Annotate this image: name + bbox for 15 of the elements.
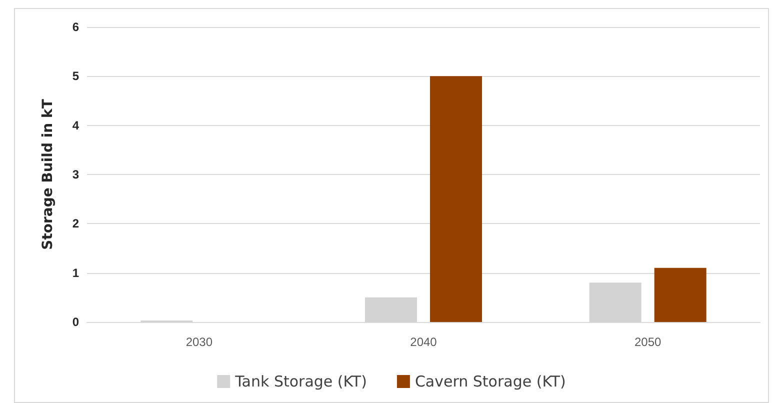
y-tick-label: 6 xyxy=(72,20,80,34)
x-tick-label: 2040 xyxy=(410,335,438,349)
x-tick-label: 2050 xyxy=(634,335,662,349)
bar xyxy=(654,268,706,322)
y-tick-label: 1 xyxy=(72,266,80,280)
y-tick-label: 3 xyxy=(72,168,80,182)
legend-label: Tank Storage (KT) xyxy=(234,372,367,390)
y-tick-label: 0 xyxy=(72,315,80,329)
bar xyxy=(430,76,482,322)
legend-label: Cavern Storage (KT) xyxy=(414,372,566,390)
y-tick-label: 5 xyxy=(72,69,80,84)
y-tick-label: 2 xyxy=(72,216,80,231)
y-tick-label: 4 xyxy=(72,118,80,132)
x-tick-label: 2030 xyxy=(186,335,213,349)
y-axis-title: Storage Build in kT xyxy=(40,98,56,250)
